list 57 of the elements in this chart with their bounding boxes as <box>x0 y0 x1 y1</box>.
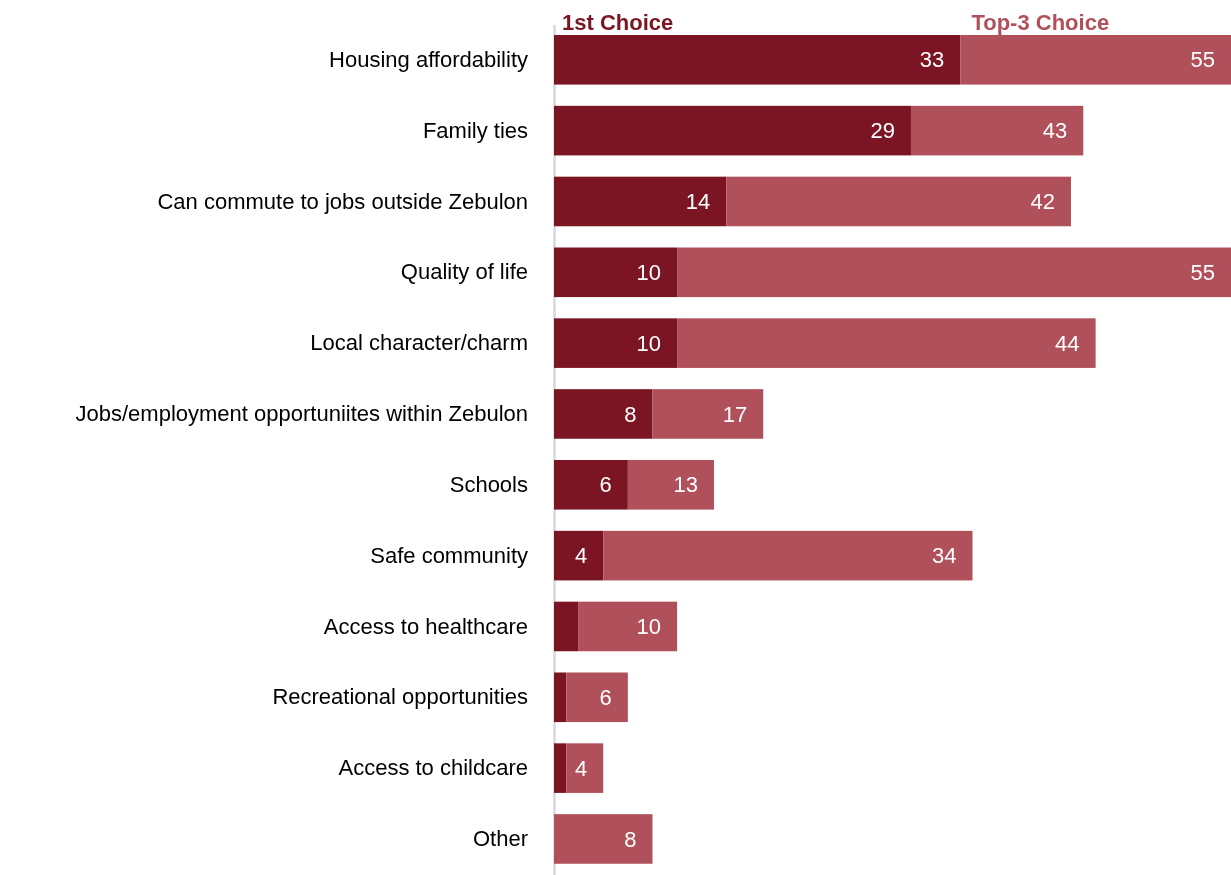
total-label: 55 <box>1190 47 1215 73</box>
y-tick-label: Housing affordability <box>329 46 528 72</box>
bar <box>726 176 1071 227</box>
series-label: 1st Choice <box>562 10 674 35</box>
bar <box>554 35 961 85</box>
data-label: 33 <box>919 47 945 73</box>
bar <box>554 743 567 793</box>
bar <box>554 105 911 156</box>
bar <box>554 460 628 510</box>
bar <box>652 389 764 439</box>
y-tick-label: Safe community <box>370 542 528 568</box>
data-label: 10 <box>636 259 662 285</box>
bar <box>677 318 1096 368</box>
data-label: 29 <box>870 118 895 144</box>
data-label: 8 <box>624 401 637 427</box>
total-label: 13 <box>673 472 699 498</box>
y-tick-label: Other <box>472 826 528 851</box>
bar <box>566 672 628 723</box>
bar <box>554 247 678 298</box>
y-tick-label: Local character/charm <box>310 330 528 356</box>
total-label: 6 <box>599 684 612 710</box>
bar <box>554 389 653 439</box>
total-label: 42 <box>1030 189 1055 215</box>
bar <box>960 35 1231 85</box>
total-label: 34 <box>932 543 957 569</box>
bar <box>627 460 715 510</box>
bar <box>566 743 604 793</box>
total-label: 43 <box>1042 118 1068 144</box>
total-label: 10 <box>636 614 662 640</box>
y-tick-label: Family ties <box>422 117 528 143</box>
bar <box>677 247 1231 298</box>
bar <box>554 176 727 227</box>
bar <box>554 318 678 368</box>
y-tick-label: Access to childcare <box>338 755 528 781</box>
bar <box>603 530 973 581</box>
bar <box>554 672 567 723</box>
data-label: 6 <box>599 472 612 498</box>
bar <box>910 105 1084 156</box>
bar <box>554 530 604 581</box>
y-tick-label: Can commute to jobs outside Zebulon <box>157 188 528 214</box>
total-label: 8 <box>624 826 637 852</box>
y-tick-label: Schools <box>449 471 528 497</box>
total-label: 44 <box>1055 330 1080 356</box>
total-label: 4 <box>574 755 588 781</box>
total-label: 17 <box>722 401 748 427</box>
bar <box>554 814 653 864</box>
y-tick-label: Jobs/employment opportuniites within Zebulon <box>75 401 528 426</box>
total-label: 55 <box>1190 259 1215 285</box>
bar <box>554 601 579 652</box>
y-tick-label: Access to healthcare <box>323 613 528 639</box>
data-label: 4 <box>574 543 588 569</box>
data-label: 14 <box>685 189 711 215</box>
y-tick-label: Quality of life <box>400 259 528 285</box>
series-label: Top-3 Choice <box>971 10 1110 35</box>
y-tick-label: Recreational opportunities <box>272 684 528 710</box>
data-label: 10 <box>636 330 662 356</box>
bar <box>578 601 678 652</box>
